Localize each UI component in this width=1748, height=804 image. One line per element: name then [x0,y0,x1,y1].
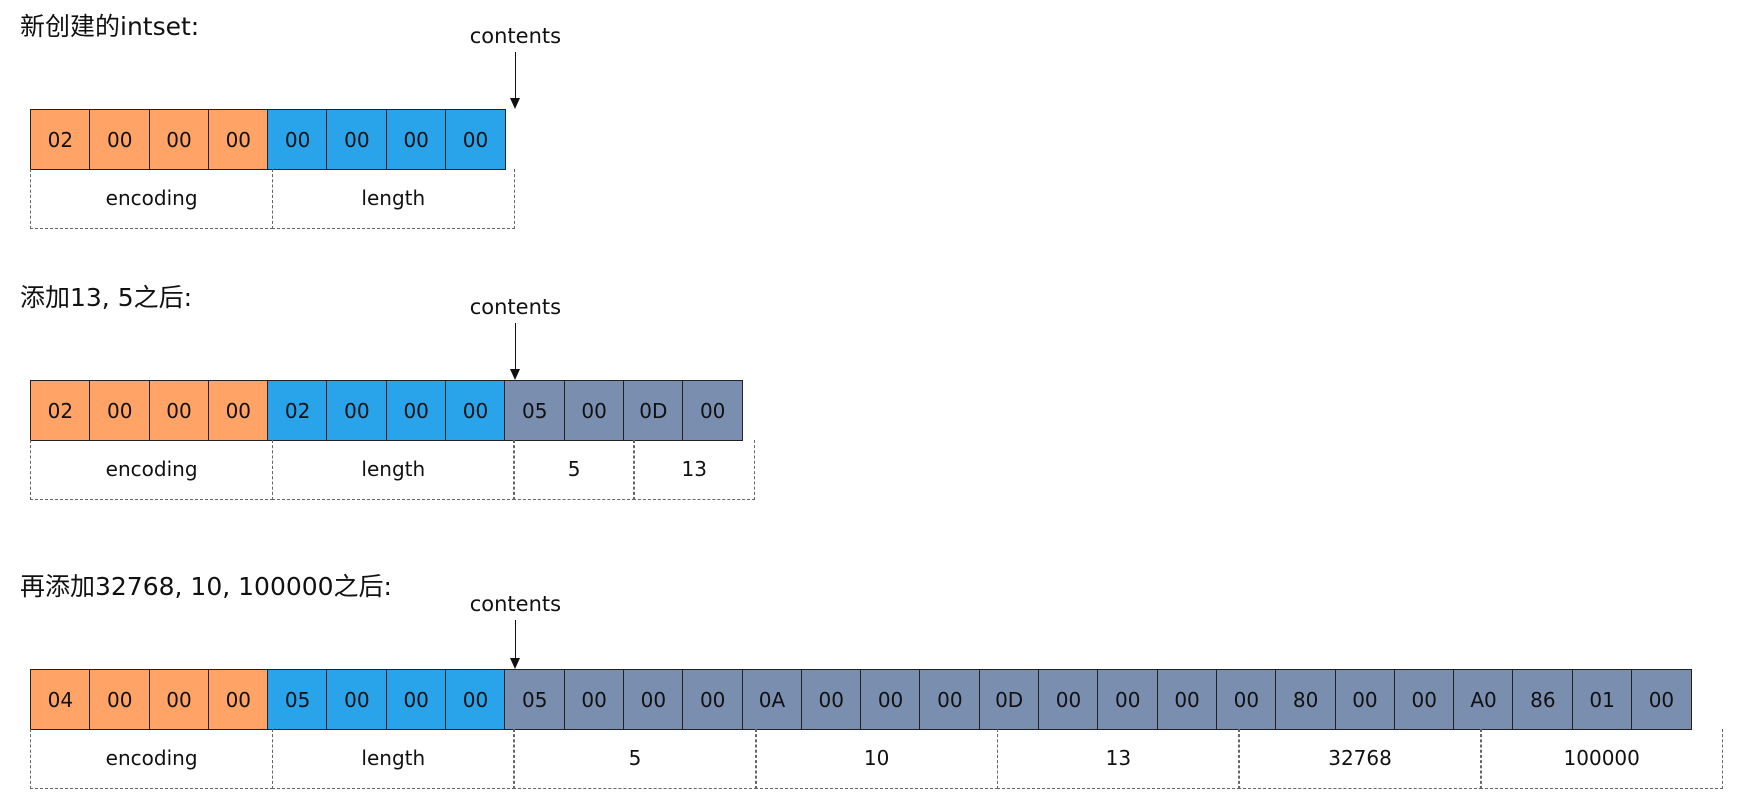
contents-byte: 00 [1393,669,1455,730]
length-byte: 00 [326,669,388,730]
element-value-field: 13 [996,728,1240,789]
encoding-byte: 00 [89,669,151,730]
length-field: length [271,439,515,500]
length-byte: 00 [385,380,447,441]
contents-byte: 86 [1512,669,1574,730]
encoding-byte: 00 [148,380,210,441]
encoding-byte: 00 [207,109,269,170]
contents-byte: 00 [682,669,744,730]
contents-pointer-line [514,52,516,98]
encoding-byte: 02 [30,109,91,170]
length-byte: 00 [385,109,447,170]
encoding-byte: 02 [30,380,91,441]
contents-pointer-label: contents [469,592,562,616]
encoding-field: encoding [30,728,274,789]
contents-pointer-arrowhead [510,369,521,380]
contents-byte: 00 [1097,669,1159,730]
field-row: encoding length 5 10 13 32768 100000 [30,728,1724,789]
encoding-byte: 00 [207,669,269,730]
contents-byte: 0D [978,669,1040,730]
element-value-field: 5 [513,439,635,500]
encoding-byte: 00 [207,380,269,441]
length-byte: 00 [326,109,388,170]
length-byte: 00 [385,669,447,730]
byte-row: 04 00 00 00 05 00 00 00 05 00 00 00 0A 00 00 00 0D 00 00 00… [30,669,1692,730]
encoding-byte: 04 [30,669,91,730]
length-byte: 00 [445,380,506,441]
section-title: 新创建的intset: [20,12,200,41]
contents-byte: 00 [1038,669,1099,730]
encoding-byte: 00 [89,380,151,441]
contents-byte: 0D [622,380,684,441]
element-value-field: 5 [513,728,757,789]
length-byte: 05 [267,669,328,730]
contents-pointer-label: contents [469,295,562,319]
contents-byte: 00 [563,669,625,730]
contents-byte: 00 [1631,669,1692,730]
length-byte: 00 [267,109,328,170]
length-byte: 00 [445,109,506,170]
element-value-field: 10 [755,728,999,789]
byte-row: 02 00 00 00 02 00 00 00 05 00 0D 00 [30,380,744,441]
contents-byte: 00 [860,669,921,730]
contents-byte: 00 [682,380,744,441]
section-title: 再添加32768, 10, 100000之后: [20,572,392,601]
section-title: 添加13, 5之后: [20,283,193,312]
contents-byte: 00 [1156,669,1218,730]
contents-byte: 01 [1571,669,1633,730]
encoding-field: encoding [30,439,274,500]
field-row: encoding length 5 13 [30,439,756,500]
contents-byte: 00 [1334,669,1396,730]
contents-byte: 05 [504,669,566,730]
contents-pointer-label: contents [469,24,562,48]
contents-byte: 00 [1215,669,1277,730]
element-value-field: 13 [633,439,756,500]
field-row: encoding length [30,168,515,229]
byte-row: 02 00 00 00 00 00 00 00 [30,109,506,170]
element-value-field: 100000 [1480,728,1724,789]
contents-byte: 00 [622,669,684,730]
length-byte: 00 [445,669,506,730]
contents-pointer-line [514,620,516,658]
encoding-byte: 00 [148,109,210,170]
length-field: length [271,168,515,229]
contents-byte: A0 [1453,669,1514,730]
contents-byte: 00 [563,380,625,441]
length-byte: 00 [326,380,388,441]
encoding-byte: 00 [89,109,151,170]
encoding-field: encoding [30,168,274,229]
length-field: length [271,728,515,789]
contents-byte: 05 [504,380,566,441]
contents-byte: 00 [800,669,862,730]
contents-byte: 00 [919,669,981,730]
contents-pointer-line [514,323,516,369]
length-byte: 02 [267,380,328,441]
element-value-field: 32768 [1238,728,1482,789]
encoding-byte: 00 [148,669,210,730]
contents-byte: 80 [1275,669,1337,730]
contents-pointer-arrowhead [510,658,521,669]
contents-byte: 0A [741,669,803,730]
contents-pointer-arrowhead [510,98,521,109]
